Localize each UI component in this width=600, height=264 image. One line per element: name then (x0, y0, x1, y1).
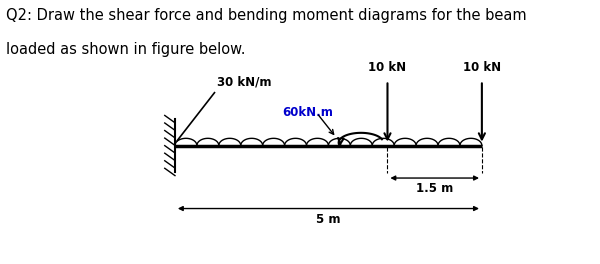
Text: Q2: Draw the shear force and bending moment diagrams for the beam: Q2: Draw the shear force and bending mom… (6, 8, 527, 23)
Text: 1.5 m: 1.5 m (416, 182, 454, 195)
Text: 30 kN/m: 30 kN/m (217, 76, 271, 89)
Text: 10 kN: 10 kN (463, 61, 501, 74)
Text: 5 m: 5 m (316, 213, 341, 226)
Text: 10 kN: 10 kN (368, 61, 407, 74)
Text: 60kN.m: 60kN.m (282, 106, 333, 120)
Text: loaded as shown in figure below.: loaded as shown in figure below. (6, 42, 245, 57)
